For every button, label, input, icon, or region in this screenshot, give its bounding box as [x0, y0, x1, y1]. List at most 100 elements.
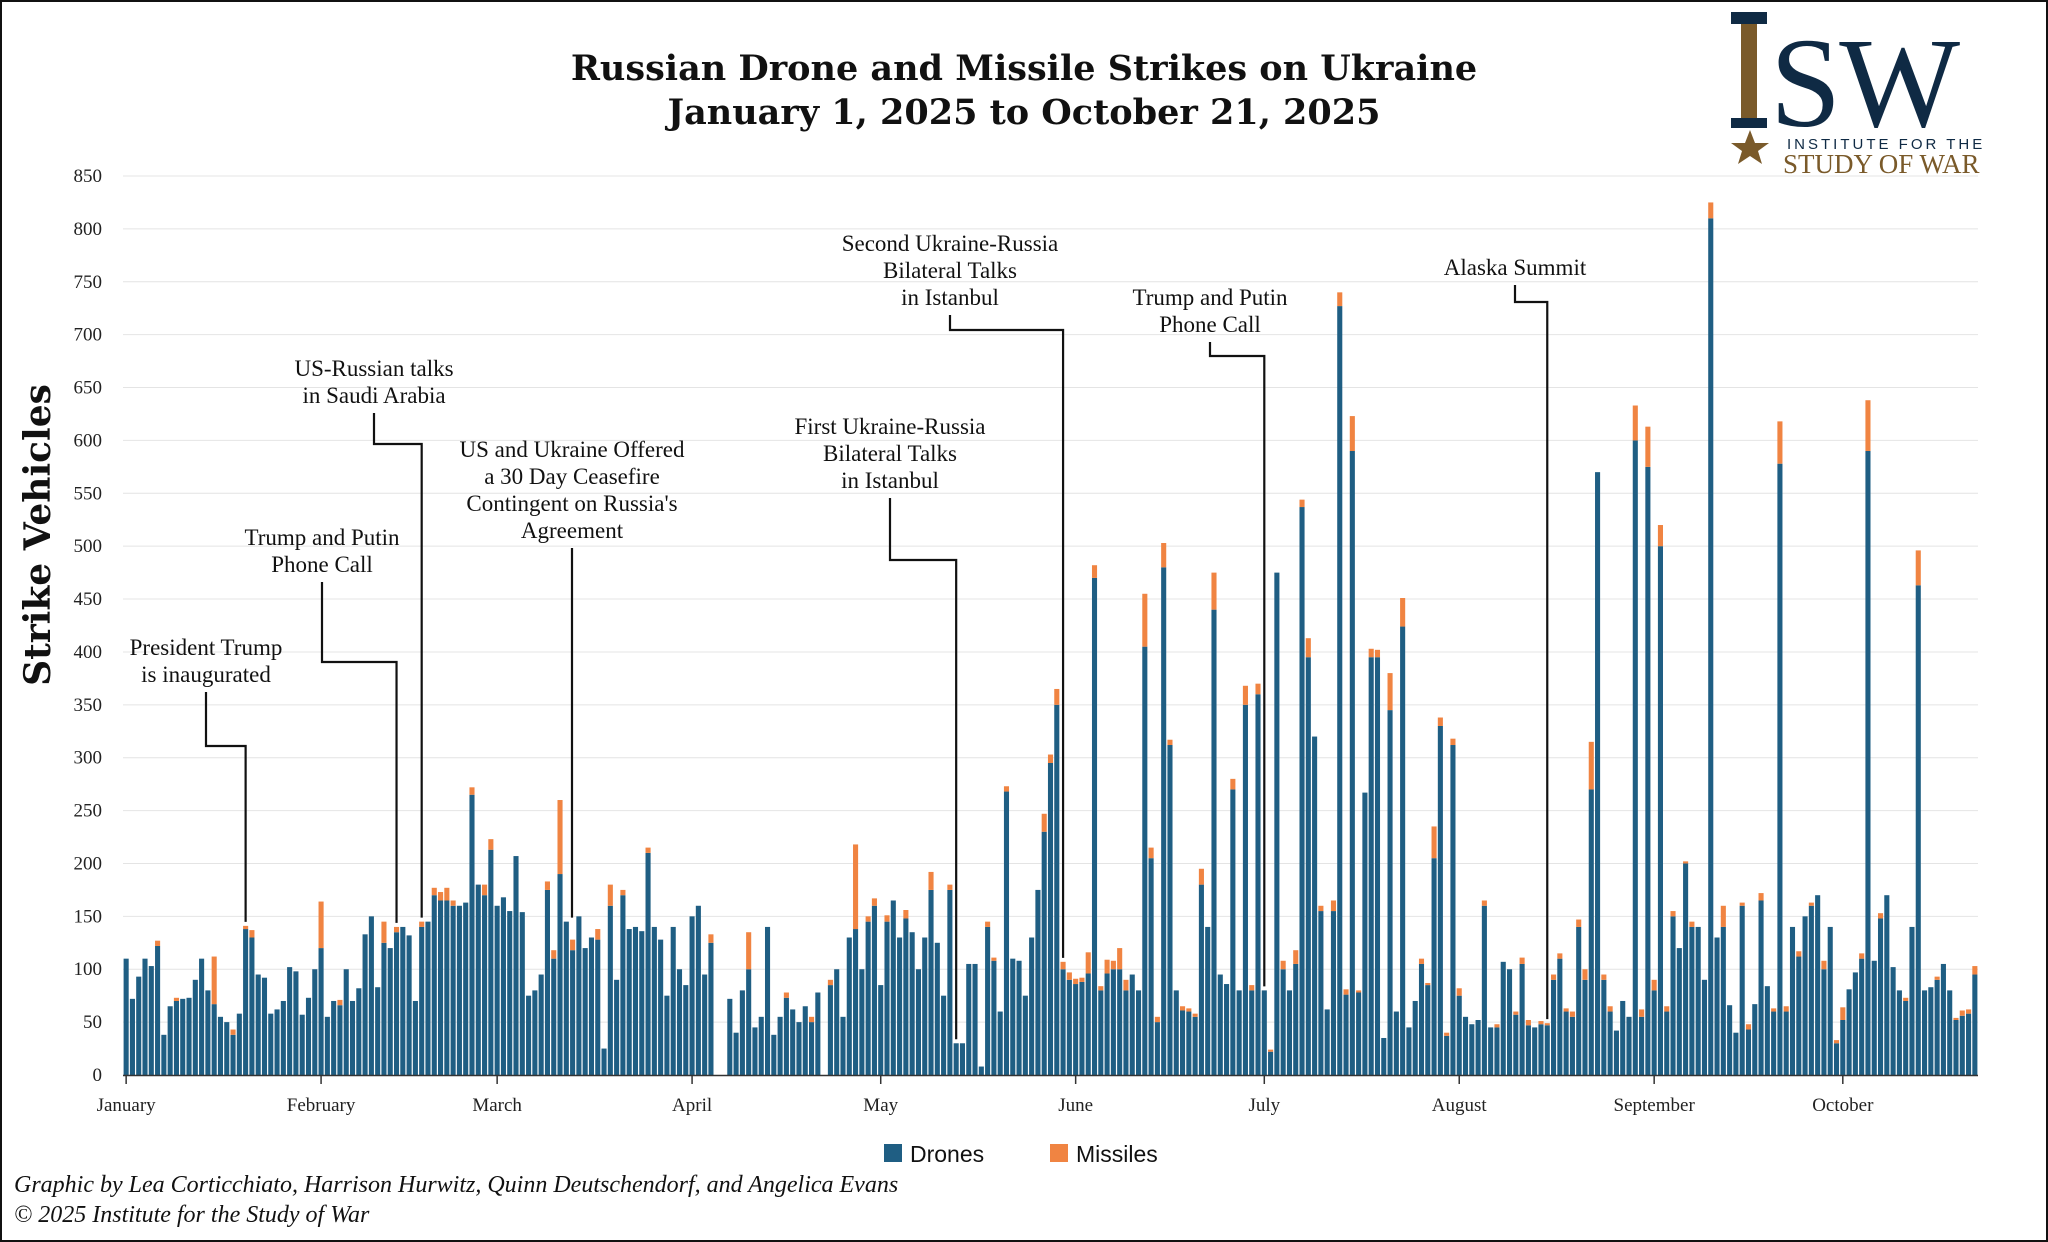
- bar-missiles: [1192, 1013, 1198, 1017]
- bar-drones: [1777, 463, 1783, 1075]
- y-tick-label: 300: [74, 748, 103, 769]
- bar-drones: [519, 912, 525, 1075]
- bar-drones: [1148, 858, 1154, 1075]
- bar-drones: [1576, 926, 1582, 1075]
- annotation-text: in Istanbul: [901, 285, 999, 310]
- bar-drones: [551, 958, 557, 1075]
- annotation-text: Trump and Putin: [244, 525, 400, 550]
- bar-missiles: [1859, 953, 1865, 959]
- bar-missiles: [1154, 1016, 1160, 1023]
- bar-drones: [1217, 974, 1223, 1075]
- bar-drones: [1966, 1013, 1972, 1075]
- bar-drones: [871, 905, 877, 1075]
- bar-drones: [1551, 979, 1557, 1075]
- bar-drones: [890, 900, 896, 1075]
- bar-drones: [708, 942, 714, 1075]
- bar-drones: [727, 998, 733, 1075]
- logo-line1: INSTITUTE FOR THE: [1787, 136, 1985, 153]
- bar-missiles: [444, 887, 450, 901]
- bar-missiles: [1525, 1020, 1531, 1026]
- bar-missiles: [469, 787, 475, 795]
- bar-drones: [739, 990, 745, 1075]
- bar-drones: [526, 995, 532, 1075]
- bar-drones: [362, 934, 368, 1075]
- isw-logo: SW INSTITUTE FOR THE STUDY OF WAR: [1731, 12, 1985, 179]
- bar-missiles: [1400, 598, 1406, 627]
- bar-drones: [1349, 450, 1355, 1075]
- y-tick-label: 500: [74, 536, 103, 557]
- bar-drones: [1676, 948, 1682, 1075]
- bar-drones: [1211, 609, 1217, 1075]
- bar-drones: [1412, 1000, 1418, 1075]
- bar-drones: [1840, 1020, 1846, 1075]
- bar-missiles: [488, 839, 494, 850]
- bar-drones: [746, 969, 752, 1075]
- bar-drones: [318, 948, 324, 1075]
- bar-drones: [356, 988, 362, 1075]
- x-tick-label: August: [1432, 1095, 1488, 1116]
- bar-drones: [1569, 1016, 1575, 1075]
- bar-missiles: [1538, 1021, 1544, 1025]
- annotation-text: Bilateral Talks: [823, 441, 957, 466]
- bar-drones: [683, 985, 689, 1075]
- bar-drones: [1343, 994, 1349, 1075]
- bar-missiles: [1840, 1007, 1846, 1021]
- bar-missiles: [1720, 905, 1726, 927]
- bar-drones: [1425, 985, 1431, 1075]
- bar-missiles: [865, 916, 871, 922]
- y-tick-label: 100: [74, 959, 103, 980]
- bar-drones: [1330, 911, 1337, 1075]
- bar-drones: [1488, 1027, 1494, 1075]
- credit-line-2: © 2025 Institute for the Study of War: [14, 1202, 370, 1228]
- bar-drones: [1683, 863, 1689, 1075]
- bar-drones: [1110, 969, 1116, 1075]
- bar-drones: [941, 995, 947, 1075]
- bar-drones: [878, 985, 884, 1075]
- annotation-text: Contingent on Russia's: [466, 491, 677, 516]
- bar-drones: [199, 958, 205, 1075]
- bar-drones: [1701, 979, 1708, 1075]
- bar-drones: [1368, 657, 1374, 1075]
- bar-drones: [494, 905, 500, 1075]
- bar-drones: [312, 969, 318, 1075]
- bar-drones: [1066, 979, 1072, 1075]
- bar-missiles: [1607, 1006, 1613, 1012]
- bar-drones: [1387, 710, 1393, 1075]
- y-tick-label: 250: [74, 801, 103, 822]
- bar-drones: [148, 966, 154, 1075]
- bar-drones: [1827, 926, 1833, 1075]
- y-tick-label: 850: [74, 166, 103, 187]
- bar-drones: [1249, 990, 1255, 1075]
- annotation-text: in Istanbul: [841, 468, 939, 493]
- bar-drones: [1922, 990, 1928, 1075]
- bar-missiles: [1123, 979, 1129, 991]
- bar-drones: [1802, 916, 1808, 1075]
- annotation-leader-line: [888, 498, 958, 1040]
- bar-drones: [1431, 858, 1437, 1075]
- bar-missiles: [1318, 905, 1324, 912]
- bar-drones: [230, 1034, 236, 1075]
- annotation-text: President Trump: [130, 635, 283, 660]
- bar-drones: [192, 979, 198, 1075]
- x-tick-label: October: [1812, 1095, 1874, 1116]
- bar-missiles: [1513, 1011, 1519, 1015]
- x-axis: January February March April May June July Augu…: [97, 1074, 1978, 1116]
- bar-missiles: [318, 901, 324, 949]
- legend-swatch-missiles: [1050, 1144, 1068, 1162]
- bar-drones: [978, 1066, 984, 1075]
- bar-drones: [903, 918, 909, 1075]
- bar-drones: [1073, 984, 1079, 1075]
- legend-label-drones: Drones: [910, 1141, 984, 1167]
- y-tick-label: 550: [74, 483, 103, 504]
- bar-drones: [1079, 981, 1085, 1075]
- bar-missiles: [551, 950, 557, 959]
- bar-missiles: [1588, 741, 1594, 790]
- bar-drones: [532, 990, 538, 1075]
- x-tick-label: January: [97, 1095, 157, 1116]
- bar-drones: [639, 931, 645, 1075]
- bar-missiles: [1230, 778, 1236, 790]
- bar-drones: [1733, 1032, 1739, 1075]
- bar-missiles: [1148, 847, 1154, 859]
- bar-drones: [475, 884, 481, 1075]
